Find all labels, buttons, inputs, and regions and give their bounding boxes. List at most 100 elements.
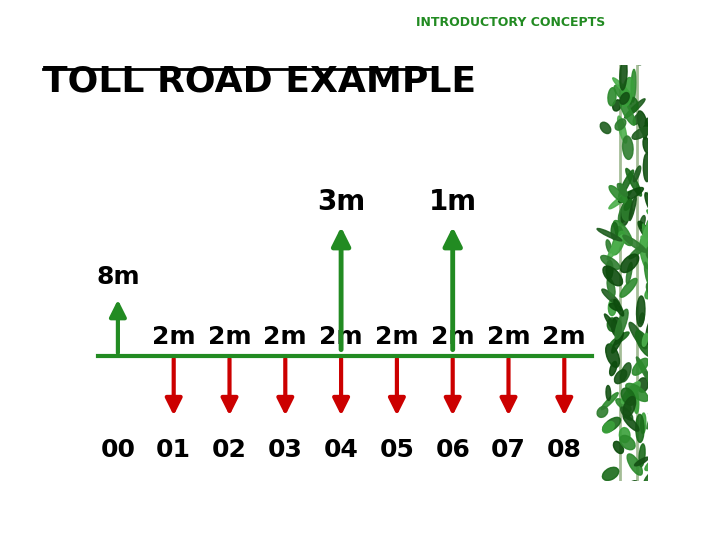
Ellipse shape xyxy=(604,314,621,337)
Ellipse shape xyxy=(611,318,621,336)
Ellipse shape xyxy=(629,244,646,259)
Ellipse shape xyxy=(714,410,720,433)
Ellipse shape xyxy=(602,289,620,305)
Ellipse shape xyxy=(646,219,654,239)
Ellipse shape xyxy=(621,254,639,273)
Ellipse shape xyxy=(686,307,703,331)
Ellipse shape xyxy=(651,87,659,115)
Ellipse shape xyxy=(621,363,631,382)
Ellipse shape xyxy=(627,97,638,112)
Ellipse shape xyxy=(678,258,699,274)
Ellipse shape xyxy=(688,174,702,187)
Ellipse shape xyxy=(603,467,618,481)
Ellipse shape xyxy=(626,168,642,196)
Ellipse shape xyxy=(641,413,646,434)
Ellipse shape xyxy=(710,468,720,482)
Ellipse shape xyxy=(641,236,647,248)
Ellipse shape xyxy=(690,170,702,187)
Text: 2m: 2m xyxy=(207,325,251,349)
Ellipse shape xyxy=(614,300,624,316)
Ellipse shape xyxy=(669,394,675,404)
Ellipse shape xyxy=(660,83,669,97)
Text: 2m: 2m xyxy=(542,325,586,349)
Ellipse shape xyxy=(657,265,665,276)
Ellipse shape xyxy=(715,388,720,407)
Ellipse shape xyxy=(632,359,648,375)
Ellipse shape xyxy=(696,344,713,360)
Ellipse shape xyxy=(701,390,714,401)
Ellipse shape xyxy=(634,457,649,466)
Ellipse shape xyxy=(603,422,614,433)
Ellipse shape xyxy=(702,330,714,354)
Ellipse shape xyxy=(620,92,629,104)
Ellipse shape xyxy=(663,57,674,89)
Text: 2m: 2m xyxy=(431,325,474,349)
Ellipse shape xyxy=(626,383,648,401)
Text: 1m: 1m xyxy=(428,188,477,216)
Ellipse shape xyxy=(623,396,636,418)
Ellipse shape xyxy=(717,166,720,179)
Ellipse shape xyxy=(660,333,670,363)
Ellipse shape xyxy=(708,156,720,180)
Ellipse shape xyxy=(711,84,720,100)
Ellipse shape xyxy=(675,294,687,320)
Text: 00: 00 xyxy=(100,437,135,462)
Ellipse shape xyxy=(683,341,693,354)
Ellipse shape xyxy=(716,86,720,109)
Ellipse shape xyxy=(610,361,617,376)
Ellipse shape xyxy=(644,153,650,181)
Ellipse shape xyxy=(607,278,615,296)
Ellipse shape xyxy=(648,253,660,283)
Ellipse shape xyxy=(618,170,634,198)
Ellipse shape xyxy=(702,227,711,257)
Ellipse shape xyxy=(700,125,706,145)
Ellipse shape xyxy=(688,293,698,306)
Ellipse shape xyxy=(638,221,654,244)
Text: 2m: 2m xyxy=(375,325,419,349)
Ellipse shape xyxy=(652,88,659,103)
Ellipse shape xyxy=(634,166,641,182)
Ellipse shape xyxy=(620,59,627,90)
Ellipse shape xyxy=(670,134,688,147)
Ellipse shape xyxy=(645,193,653,212)
Ellipse shape xyxy=(709,345,720,359)
Ellipse shape xyxy=(715,495,720,511)
Ellipse shape xyxy=(636,414,644,442)
Ellipse shape xyxy=(629,322,647,349)
Ellipse shape xyxy=(706,437,720,461)
Ellipse shape xyxy=(659,139,674,157)
Ellipse shape xyxy=(615,309,628,339)
Text: 8m: 8m xyxy=(96,265,140,289)
Text: 02: 02 xyxy=(212,437,247,462)
Ellipse shape xyxy=(636,330,653,356)
Ellipse shape xyxy=(625,44,642,65)
Ellipse shape xyxy=(606,240,611,253)
Ellipse shape xyxy=(660,360,671,368)
Ellipse shape xyxy=(657,208,665,227)
Ellipse shape xyxy=(619,428,630,443)
Text: INTRODUCTORY CONCEPTS: INTRODUCTORY CONCEPTS xyxy=(415,16,605,29)
Ellipse shape xyxy=(621,78,634,106)
Ellipse shape xyxy=(649,431,665,450)
Ellipse shape xyxy=(669,116,678,136)
Ellipse shape xyxy=(665,182,675,197)
Ellipse shape xyxy=(698,131,708,147)
Ellipse shape xyxy=(653,313,667,332)
Ellipse shape xyxy=(660,424,678,447)
Ellipse shape xyxy=(649,167,657,193)
Ellipse shape xyxy=(654,302,676,314)
Ellipse shape xyxy=(597,228,622,241)
Ellipse shape xyxy=(614,85,630,101)
Ellipse shape xyxy=(657,433,672,450)
Ellipse shape xyxy=(655,442,664,458)
Ellipse shape xyxy=(675,58,689,71)
Ellipse shape xyxy=(616,399,631,411)
Ellipse shape xyxy=(638,378,648,392)
Ellipse shape xyxy=(650,306,656,320)
Ellipse shape xyxy=(657,379,665,391)
Ellipse shape xyxy=(708,188,716,198)
Ellipse shape xyxy=(676,46,688,68)
Ellipse shape xyxy=(606,386,611,401)
Ellipse shape xyxy=(655,226,680,244)
Ellipse shape xyxy=(608,87,616,106)
